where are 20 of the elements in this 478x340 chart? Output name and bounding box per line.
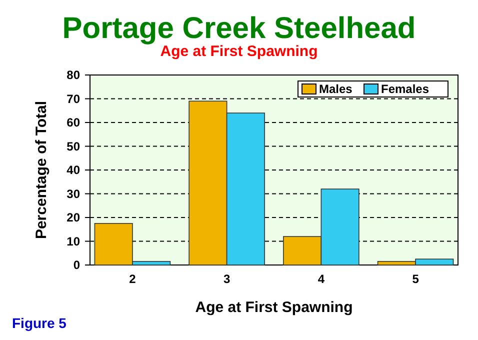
y-tick-label: 70 <box>66 92 80 106</box>
caption: Figure 5 <box>12 315 67 331</box>
y-tick-label: 40 <box>66 163 80 178</box>
x-tick-label: 4 <box>318 272 325 286</box>
y-tick-label: 60 <box>66 116 80 130</box>
y-tick-label: 30 <box>66 186 80 201</box>
x-tick-label: 2 <box>129 272 136 286</box>
chart-title: Portage Creek Steelhead <box>62 12 416 45</box>
legend-label: Males <box>319 82 353 96</box>
y-tick-label: 10 <box>66 234 80 248</box>
y-tick-label: 0 <box>73 258 80 272</box>
x-axis-title: Age at First Spawning <box>195 299 353 316</box>
legend-label: Females <box>381 82 430 96</box>
y-tick-label: 80 <box>66 68 80 82</box>
x-tick-label: 3 <box>223 272 230 286</box>
chart-subtitle: Age at First Spawning <box>160 43 318 60</box>
x-tick-label: 5 <box>412 272 420 286</box>
y-axis-title: Percentage of Total <box>33 100 50 240</box>
y-tick-label: 50 <box>66 139 80 154</box>
y-tick-label: 20 <box>66 210 80 225</box>
